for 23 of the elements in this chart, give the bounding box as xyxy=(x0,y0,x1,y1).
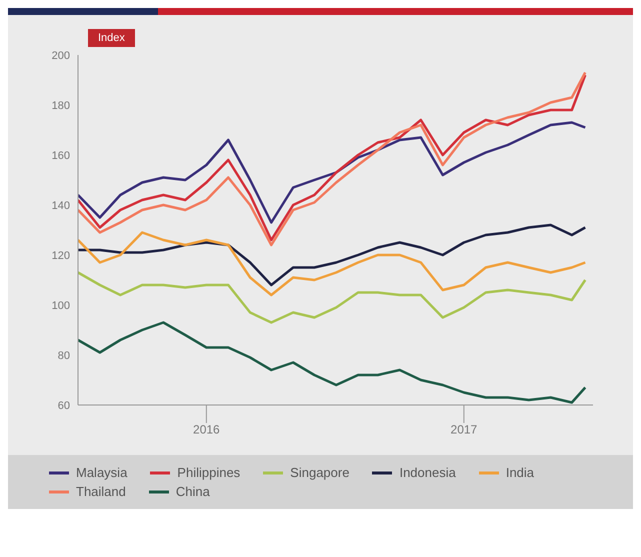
y-tick-label: 60 xyxy=(58,400,70,412)
line-series xyxy=(78,224,586,286)
legend-label: Indonesia xyxy=(399,465,456,480)
legend-label: Philippines xyxy=(177,465,240,480)
legend-label: China xyxy=(176,484,210,499)
y-axis-title: Index xyxy=(88,29,135,47)
legend-label: Singapore xyxy=(290,465,350,480)
y-tick-label: 160 xyxy=(52,150,70,162)
line-series xyxy=(78,121,586,224)
x-tick-label: 2016 xyxy=(193,422,220,437)
line-series xyxy=(78,271,586,324)
x-tick-label: 2017 xyxy=(450,422,478,437)
legend-label: Thailand xyxy=(76,484,126,499)
y-tick-label: 80 xyxy=(58,350,70,362)
y-tick-label: 120 xyxy=(52,250,70,262)
y-tick-label: 180 xyxy=(52,100,70,112)
y-tick-label: 200 xyxy=(52,50,70,62)
legend-label: India xyxy=(506,465,534,480)
line-series xyxy=(78,321,586,404)
line-series xyxy=(78,231,586,296)
y-tick-label: 140 xyxy=(52,200,70,212)
y-tick-label: 100 xyxy=(52,300,70,312)
legend-label: Malaysia xyxy=(76,465,128,480)
